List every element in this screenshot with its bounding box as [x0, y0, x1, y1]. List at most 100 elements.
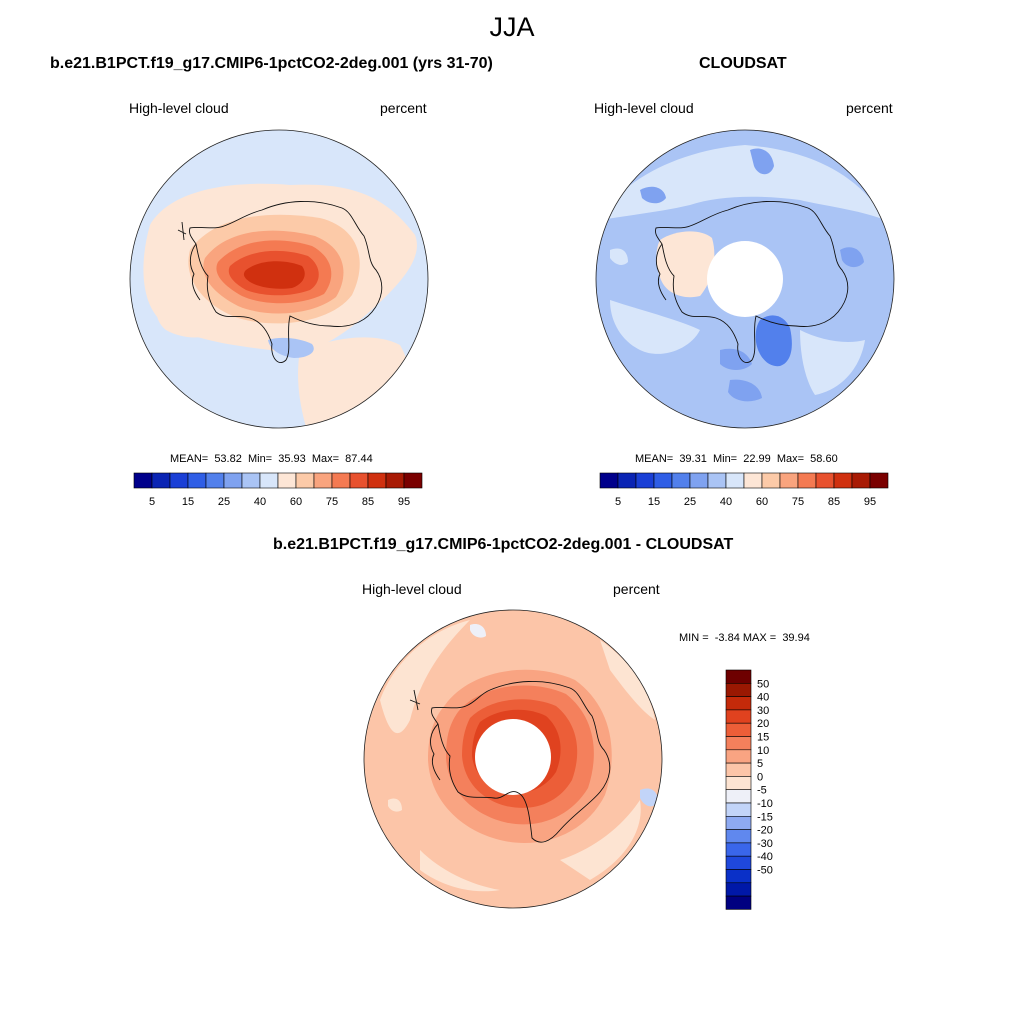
- colorbar-cloudsat-swatch: [617, 472, 637, 489]
- colorbar-cloudsat-swatch: [833, 472, 853, 489]
- colorbar-difference-tick-label: -30: [757, 838, 773, 850]
- colorbar-difference-swatch: [725, 869, 752, 884]
- colorbar-difference-tick-label: -20: [757, 825, 773, 837]
- colorbar-difference-tick-label: -15: [757, 811, 773, 823]
- colorbar-model-swatch: [367, 472, 387, 489]
- colorbar-cloudsat-swatch: [851, 472, 871, 489]
- colorbar-cloudsat-tick-label: 95: [864, 496, 876, 508]
- colorbar-difference-tick-label: -50: [757, 865, 773, 877]
- colorbar-cloudsat-swatch: [815, 472, 835, 489]
- colorbar-difference-swatch: [725, 749, 752, 764]
- panel-2-stats: MEAN= 39.31 Min= 22.99 Max= 58.60: [635, 453, 838, 465]
- panel-1-title: b.e21.B1PCT.f19_g17.CMIP6-1pctCO2-2deg.0…: [50, 55, 493, 72]
- colorbar-cloudsat-tick-label: 15: [648, 496, 660, 508]
- coastline-2: [655, 201, 849, 364]
- colorbar-cloudsat: 5 15 25 40 60 75 85 95: [599, 472, 889, 508]
- colorbar-model-tick-label: 25: [218, 496, 230, 508]
- colorbar-difference-tick-label: 5: [757, 758, 763, 770]
- colorbar-cloudsat-swatch: [743, 472, 763, 489]
- panel-3-variable: High-level cloud: [362, 581, 462, 597]
- colorbar-cloudsat-swatch: [599, 472, 619, 489]
- colorbar-difference-tick-label: -40: [757, 851, 773, 863]
- map-model: [130, 130, 428, 428]
- colorbar-model-swatch: [403, 472, 423, 489]
- colorbar-cloudsat-tick-label: 75: [792, 496, 804, 508]
- colorbar-model-tick-label: 40: [254, 496, 266, 508]
- colorbar-difference-swatch: [725, 762, 752, 777]
- colorbar-cloudsat-swatch: [635, 472, 655, 489]
- colorbar-cloudsat-swatch: [725, 472, 745, 489]
- colorbar-cloudsat-swatch: [653, 472, 673, 489]
- colorbar-difference-swatch: [725, 776, 752, 791]
- colorbar-cloudsat-tick-label: 40: [720, 496, 732, 508]
- colorbar-difference-tick-label: 40: [757, 692, 769, 704]
- map-3-border: [363, 609, 663, 909]
- colorbar-model-swatch: [133, 472, 153, 489]
- panel-1-units: percent: [380, 100, 427, 116]
- colorbar-model-swatch: [385, 472, 405, 489]
- panel-1-stats: MEAN= 53.82 Min= 35.93 Max= 87.44: [170, 453, 373, 465]
- colorbar-difference-tick-label: 0: [757, 771, 763, 783]
- colorbar-model-swatch: [295, 472, 315, 489]
- colorbar-model-tick-label: 85: [362, 496, 374, 508]
- colorbar-cloudsat-tick-label: 25: [684, 496, 696, 508]
- panel-1-variable: High-level cloud: [129, 100, 229, 116]
- colorbar-difference-swatch: [725, 829, 752, 844]
- colorbar-difference-swatch: [725, 802, 752, 817]
- figure-title: JJA: [489, 12, 535, 42]
- colorbar-model: 5 15 25 40 60 75 85 95: [133, 472, 423, 508]
- colorbar-difference-tick-label: -5: [757, 785, 767, 797]
- colorbar-model-tick-label: 60: [290, 496, 302, 508]
- colorbar-cloudsat-swatch: [797, 472, 817, 489]
- panel-3-stats: MIN = -3.84 MAX = 39.94: [679, 632, 810, 644]
- panel-2-units: percent: [846, 100, 893, 116]
- panel-3-title: b.e21.B1PCT.f19_g17.CMIP6-1pctCO2-2deg.0…: [273, 536, 734, 553]
- map-1-border: [129, 129, 429, 429]
- colorbar-difference-swatch: [725, 722, 752, 737]
- colorbar-cloudsat-tick-label: 85: [828, 496, 840, 508]
- colorbar-difference-swatch: [725, 789, 752, 804]
- colorbar-difference-swatch: [725, 696, 752, 711]
- colorbar-model-swatch: [277, 472, 297, 489]
- panel-2-title: CLOUDSAT: [699, 55, 787, 72]
- colorbar-model-tick-label: 15: [182, 496, 194, 508]
- colorbar-model-tick-label: 75: [326, 496, 338, 508]
- colorbar-difference-swatch: [725, 855, 752, 870]
- colorbar-difference-swatch: [725, 683, 752, 697]
- colorbar-model-swatch: [349, 472, 369, 489]
- colorbar-model-swatch: [241, 472, 261, 489]
- colorbar-model-swatch: [223, 472, 243, 489]
- colorbar-model-swatch: [205, 472, 225, 489]
- colorbar-difference-swatch: [725, 669, 752, 684]
- coastline-1: [177, 201, 383, 364]
- map-difference: [364, 610, 662, 908]
- panel-3-units: percent: [613, 581, 660, 597]
- coastline-3: [409, 681, 611, 843]
- colorbar-cloudsat-swatch: [761, 472, 781, 489]
- colorbar-difference-swatch: [725, 736, 752, 751]
- colorbar-difference-swatch: [725, 895, 752, 910]
- colorbar-model-swatch: [187, 472, 207, 489]
- colorbar-cloudsat-swatch: [779, 472, 799, 489]
- colorbar-model-tick-label: 5: [149, 496, 155, 508]
- colorbar-model-swatch: [151, 472, 171, 489]
- colorbar-difference-tick-label: 30: [757, 705, 769, 717]
- colorbar-difference-swatch: [725, 882, 752, 897]
- colorbar-model-tick-label: 95: [398, 496, 410, 508]
- colorbar-difference-tick-label: 50: [757, 678, 769, 690]
- colorbar-difference-tick-label: 10: [757, 745, 769, 757]
- colorbar-difference-swatch: [725, 816, 752, 830]
- colorbar-difference-tick-label: -10: [757, 798, 773, 810]
- map-2-border: [595, 129, 895, 429]
- colorbar-difference-swatch: [725, 842, 752, 857]
- colorbar-cloudsat-swatch: [689, 472, 709, 489]
- colorbar-cloudsat-tick-label: 60: [756, 496, 768, 508]
- colorbar-model-swatch: [259, 472, 279, 489]
- colorbar-cloudsat-tick-label: 5: [615, 496, 621, 508]
- map-cloudsat: [596, 130, 894, 428]
- colorbar-model-swatch: [169, 472, 189, 489]
- colorbar-difference-tick-label: 20: [757, 718, 769, 730]
- colorbar-model-swatch: [313, 472, 333, 489]
